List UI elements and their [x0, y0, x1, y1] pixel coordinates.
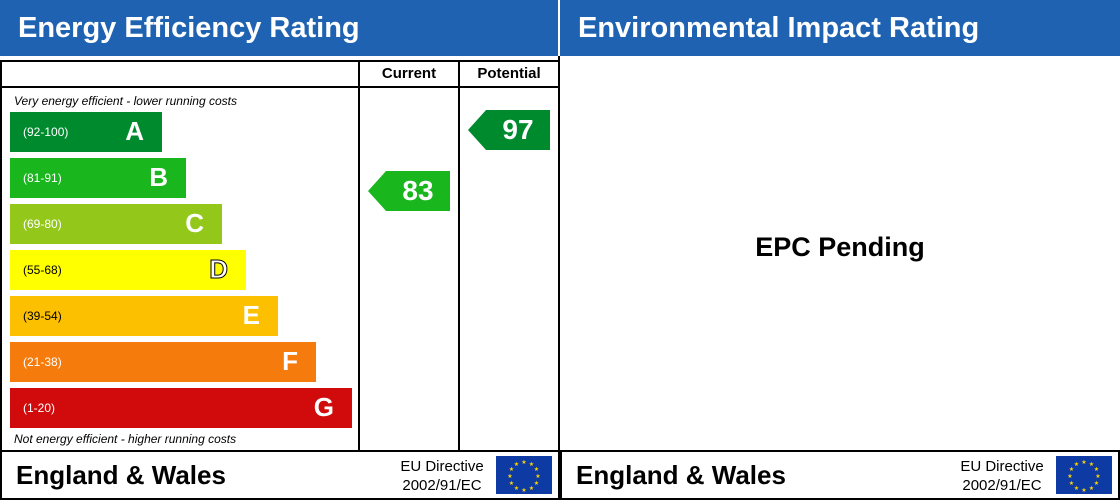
svg-text:★: ★ [521, 459, 526, 466]
potential-column-divider [458, 60, 460, 452]
band-a-letter: A [125, 116, 144, 146]
svg-text:★: ★ [507, 473, 512, 480]
svg-text:★: ★ [514, 485, 519, 492]
chart-footer-divider [0, 450, 560, 452]
left-directive-line1: EU Directive [400, 458, 484, 475]
svg-text:★: ★ [1089, 485, 1094, 492]
right-footer-region: England & Wales [576, 460, 786, 490]
band-c-letter: C [185, 208, 204, 238]
band-b-letter: B [149, 162, 168, 192]
band-f-letter: F [282, 346, 298, 376]
bottom-efficiency-note: Not energy efficient - higher running co… [14, 432, 237, 446]
band-e-range: (39-54) [23, 309, 62, 323]
environmental-impact-header: Environmental Impact Rating [560, 0, 1120, 56]
potential-rating-value: 97 [502, 114, 534, 145]
band-f-range: (21-38) [23, 355, 62, 369]
panel-divider [558, 56, 560, 500]
svg-text:★: ★ [534, 466, 539, 473]
top-efficiency-note: Very energy efficient - lower running co… [14, 94, 237, 108]
band-b-range: (81-91) [23, 171, 62, 185]
band-g: (1-20) G [10, 388, 352, 428]
left-footer-directive: EU Directive 2002/91/EC [392, 457, 492, 495]
current-column-divider [358, 60, 360, 452]
band-c-range: (69-80) [23, 217, 62, 231]
band-a: (92-100) A [10, 112, 162, 152]
right-directive-line2: 2002/91/EC [962, 477, 1042, 494]
current-rating-arrow: 83 [368, 171, 450, 211]
svg-text:★: ★ [1094, 466, 1099, 473]
band-g-letter: G [313, 392, 334, 422]
current-column-header: Current [381, 65, 437, 82]
eu-flag-icon: ★ ★ ★ ★ ★ ★ ★ ★ ★ ★ ★ ★ [496, 456, 552, 494]
svg-text:★: ★ [1074, 461, 1079, 468]
eu-flag-stars: ★ ★★ ★★★ ★★★ ★★★ [1067, 459, 1100, 494]
svg-text:★: ★ [529, 461, 534, 468]
svg-text:★: ★ [1067, 473, 1072, 480]
right-footer-frame [560, 450, 1120, 500]
svg-text:★: ★ [521, 487, 526, 494]
svg-text:★: ★ [1095, 473, 1100, 480]
band-d-range: (55-68) [23, 263, 62, 277]
svg-text:★: ★ [534, 480, 539, 487]
svg-text:★: ★ [1081, 459, 1086, 466]
left-footer-region: England & Wales [16, 460, 226, 490]
eu-flag-icon: ★ ★ ★ ★ ★ ★ ★ ★ ★ ★ ★ ★ [1056, 456, 1112, 494]
potential-rating-arrow: 97 [468, 110, 550, 150]
chart-header-divider [0, 86, 560, 88]
svg-text:★: ★ [1069, 466, 1074, 473]
svg-text:★: ★ [509, 480, 514, 487]
svg-text:★: ★ [514, 461, 519, 468]
epc-pending-status: EPC Pending [755, 232, 925, 262]
band-d-letter: D [209, 254, 229, 285]
svg-text:★: ★ [1069, 480, 1074, 487]
left-directive-line2: 2002/91/EC [402, 477, 482, 494]
svg-text:★: ★ [1089, 461, 1094, 468]
svg-text:★: ★ [1081, 487, 1086, 494]
band-g-range: (1-20) [23, 401, 56, 415]
svg-text:★: ★ [509, 466, 514, 473]
eu-flag-stars: ★ ★★ ★★★ ★★★ ★★★ [507, 459, 540, 494]
band-d: (55-68) D [10, 250, 246, 290]
right-footer-directive: EU Directive 2002/91/EC [952, 457, 1052, 495]
svg-text:★: ★ [529, 485, 534, 492]
band-a-range: (92-100) [23, 125, 69, 139]
band-e-letter: E [242, 300, 260, 330]
svg-text:★: ★ [1094, 480, 1099, 487]
potential-column-header: Potential [477, 65, 541, 82]
right-directive-line1: EU Directive [960, 458, 1044, 475]
band-b: (81-91) B [10, 158, 186, 198]
svg-text:★: ★ [535, 473, 540, 480]
current-rating-value: 83 [402, 175, 434, 206]
energy-efficiency-header: Energy Efficiency Rating [0, 0, 558, 56]
band-c: (69-80) C [10, 204, 222, 244]
band-e: (39-54) E [10, 296, 278, 336]
band-f: (21-38) F [10, 342, 316, 382]
svg-text:★: ★ [1074, 485, 1079, 492]
